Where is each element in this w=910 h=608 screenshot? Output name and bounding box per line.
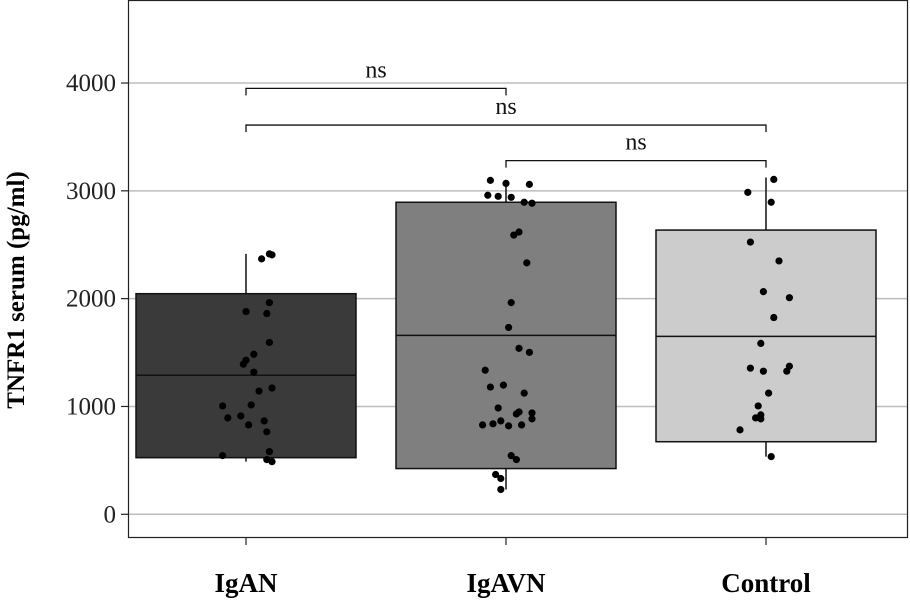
y-axis-label: TNFR1 serum (pg/ml) [3, 171, 30, 408]
data-point-IgAVN [512, 456, 521, 464]
data-point-IgAN [268, 251, 276, 259]
data-point-IgAVN [497, 474, 505, 483]
data-point-IgAVN [499, 381, 507, 389]
data-point-IgAVN [494, 404, 502, 412]
significance-brackets: ns ns ns [245, 57, 767, 168]
y-tick-label: 0 [104, 501, 117, 528]
data-point-IgAVN [515, 408, 523, 416]
data-point-IgAVN [497, 417, 505, 425]
data-point-IgAN [247, 401, 255, 409]
data-point-IgAVN [492, 470, 500, 479]
data-point-IgAN [224, 414, 232, 422]
data-point-IgAN [265, 299, 273, 307]
bracket-IgAVN-Control [505, 159, 767, 168]
data-point-IgAN [263, 309, 271, 318]
data-point-IgAVN [486, 383, 494, 391]
x-tick-label-igavn: IgAVN [466, 568, 546, 598]
data-point-IgAVN [505, 323, 513, 332]
data-point-IgAVN [507, 193, 515, 201]
data-point-Control [775, 257, 783, 265]
y-axis: 0 1000 2000 3000 4000 [66, 70, 128, 528]
x-tick-label-control: Control [721, 568, 811, 598]
y-tick-label: 4000 [66, 70, 116, 97]
data-point-IgAN [260, 417, 268, 425]
data-point-Control [746, 238, 755, 246]
data-point-Control [757, 415, 765, 423]
data-point-IgAN [237, 412, 245, 420]
significance-label: ns [625, 130, 646, 156]
data-point-Control [757, 339, 765, 347]
data-point-IgAVN [510, 231, 518, 239]
data-point-IgAN [268, 458, 276, 466]
data-point-Control [744, 188, 752, 196]
significance-label: ns [365, 57, 386, 83]
data-points [219, 175, 794, 494]
data-point-IgAN [239, 360, 247, 368]
data-point-Control [754, 402, 762, 410]
data-point-IgAN [250, 368, 258, 376]
data-point-IgAVN [520, 198, 528, 206]
data-point-IgAVN [507, 452, 515, 460]
data-point-Control [759, 367, 768, 375]
data-point-IgAVN [528, 409, 536, 417]
data-point-IgAVN [484, 191, 492, 199]
data-point-IgAVN [497, 485, 505, 494]
data-point-IgAVN [502, 179, 510, 187]
y-tick-label: 1000 [66, 393, 116, 420]
data-point-IgAN [258, 255, 266, 263]
data-point-IgAN [265, 338, 273, 347]
data-point-IgAVN [494, 192, 502, 200]
data-point-Control [770, 313, 778, 322]
y-tick-label: 2000 [66, 286, 116, 313]
data-point-IgAN [263, 428, 271, 436]
data-point-Control [765, 389, 773, 397]
data-point-IgAN [265, 448, 273, 456]
data-point-IgAVN [528, 415, 536, 423]
data-point-IgAVN [515, 228, 523, 236]
bracket-IgAN-IgAVN [245, 87, 507, 96]
data-point-IgAVN [528, 199, 536, 207]
data-point-IgAVN [505, 422, 513, 430]
data-point-Control [785, 294, 794, 302]
data-point-Control [767, 452, 775, 461]
data-point-IgAVN [518, 421, 526, 429]
x-tick-label-igan: IgAN [214, 568, 278, 598]
data-point-IgAN [268, 384, 276, 392]
data-point-IgAN [219, 402, 227, 410]
data-point-Control [759, 288, 768, 296]
data-point-IgAVN [507, 299, 515, 307]
data-point-IgAN [255, 387, 263, 395]
data-point-Control [767, 198, 775, 206]
data-point-IgAN [242, 307, 250, 316]
significance-label: ns [495, 94, 516, 120]
data-point-IgAN [245, 421, 253, 429]
data-point-IgAVN [489, 420, 497, 428]
x-axis: IgAN IgAVN Control [214, 538, 811, 598]
y-tick-label: 3000 [66, 178, 116, 205]
data-point-IgAN [250, 350, 258, 358]
data-point-IgAN [219, 452, 227, 460]
data-point-IgAVN [525, 348, 534, 356]
data-point-Control [746, 364, 755, 372]
data-point-IgAVN [520, 389, 528, 397]
data-point-IgAVN [525, 180, 534, 188]
data-point-IgAVN [515, 344, 523, 352]
data-point-Control [785, 362, 794, 370]
data-point-IgAVN [486, 176, 494, 184]
boxes [135, 177, 877, 490]
data-point-Control [736, 426, 744, 434]
data-point-Control [770, 175, 778, 184]
plot-frame [127, 0, 909, 539]
data-point-IgAVN [481, 366, 489, 374]
bracket-IgAN-Control [245, 124, 767, 133]
data-point-IgAVN [523, 259, 531, 267]
data-point-IgAVN [479, 421, 487, 429]
